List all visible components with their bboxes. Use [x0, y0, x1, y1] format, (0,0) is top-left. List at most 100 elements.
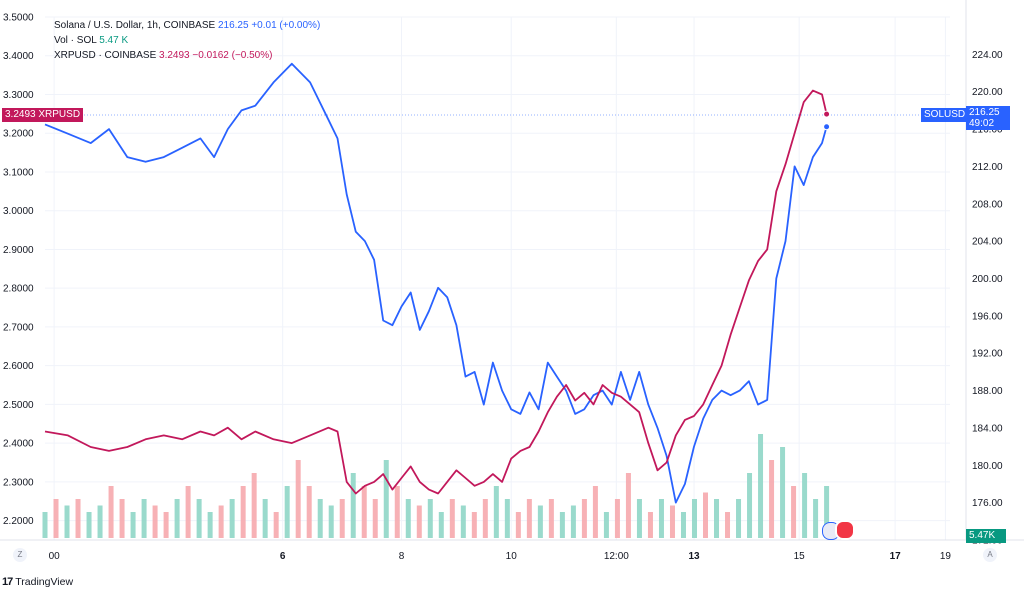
- right-tick-label: 220.00: [972, 87, 1003, 98]
- volume-bar: [702, 492, 708, 538]
- right-tick-label: 176.00: [972, 498, 1003, 509]
- right-tick-label: 224.00: [972, 50, 1003, 61]
- sol-badge-value: 216.25: [969, 107, 1000, 118]
- volume-bar: [185, 486, 191, 538]
- volume-bar: [317, 499, 323, 538]
- sol-badge-label: SOLUSD: [924, 109, 966, 120]
- brand-name: TradingView: [15, 576, 74, 588]
- volume-bar: [691, 499, 697, 538]
- left-tick-label: 2.9000: [3, 245, 34, 256]
- xrpusd-last-point: [823, 110, 831, 118]
- volume-bar: [394, 486, 400, 538]
- us-flag-icon[interactable]: [835, 520, 855, 540]
- volume-bar: [482, 499, 488, 538]
- xrp-badge-value: 3.2493: [5, 109, 36, 120]
- volume-bar: [207, 512, 213, 538]
- auto-scale-button[interactable]: A: [983, 548, 997, 562]
- xrpusd-line: [44, 89, 828, 495]
- x-tick-label: 6: [280, 551, 286, 562]
- right-tick-label: 196.00: [972, 311, 1003, 322]
- volume-bar: [493, 486, 499, 538]
- volume-bar: [526, 499, 532, 538]
- left-tick-label: 2.2000: [3, 516, 34, 527]
- volume-bar: [658, 499, 664, 538]
- volume-bar: [603, 512, 609, 538]
- axis-layer: 3.5000 3.4000 3.3000 3.2000 3.1000 3.0000 2.90…: [0, 0, 1024, 562]
- chart-svg: 3.5000 3.4000 3.3000 3.2000 3.1000 3.0000 2.90…: [0, 0, 1024, 562]
- series-layer: [44, 62, 831, 504]
- volume-bar: [108, 486, 114, 538]
- legend-vol-value: 5.47 K: [99, 35, 129, 46]
- solusd-last-point: [823, 123, 831, 131]
- volume-bar: [680, 512, 686, 538]
- volume-bar: [361, 486, 367, 538]
- volume-bar: [725, 512, 731, 538]
- volume-bar: [262, 499, 268, 538]
- left-tick-label: 2.7000: [3, 322, 34, 333]
- chart-area[interactable]: 3.5000 3.4000 3.3000 3.2000 3.1000 3.0000 2.90…: [0, 0, 1024, 572]
- volume-badge: 5.47K: [966, 529, 1006, 543]
- volume-bar: [163, 512, 169, 538]
- volume-bar: [647, 512, 653, 538]
- left-tick-label: 3.2000: [3, 129, 34, 140]
- volume-bar: [273, 512, 279, 538]
- volume-bar: [64, 505, 70, 538]
- left-tick-label: 3.5000: [3, 13, 34, 24]
- zoom-reset-button[interactable]: Z: [13, 548, 27, 562]
- volume-bar: [240, 486, 246, 538]
- right-tick-label: 188.00: [972, 386, 1003, 397]
- left-tick-label: 2.3000: [3, 477, 34, 488]
- left-tick-label: 3.0000: [3, 206, 34, 217]
- x-tick-label: 15: [794, 551, 806, 562]
- volume-bar: [86, 512, 92, 538]
- volume-layer: [42, 434, 830, 538]
- volume-bar: [758, 434, 764, 538]
- volume-bar: [581, 499, 587, 538]
- legend-vol-row[interactable]: Vol · SOL 5.47 K: [54, 33, 320, 48]
- volume-bar: [339, 499, 345, 538]
- right-tick-label: 200.00: [972, 274, 1003, 285]
- right-tick-label: 192.00: [972, 349, 1003, 360]
- volume-bar: [504, 499, 510, 538]
- sol-countdown: 49:02: [969, 118, 995, 129]
- volume-bar: [284, 486, 290, 538]
- volume-bar: [460, 505, 466, 538]
- left-tick-label: 2.4000: [3, 439, 34, 450]
- volume-bar: [427, 499, 433, 538]
- volume-bar: [625, 473, 631, 538]
- volume-bar: [614, 499, 620, 538]
- volume-bar: [802, 473, 808, 538]
- volume-bar: [471, 512, 477, 538]
- right-tick-label: 204.00: [972, 237, 1003, 248]
- volume-bar: [218, 505, 224, 538]
- sol-price-badge: 216.25 49:02: [966, 106, 1010, 130]
- volume-bar: [42, 512, 48, 538]
- x-tick-label: 19: [940, 551, 952, 562]
- volume-bar: [97, 505, 103, 538]
- xrp-price-badge: 3.2493 XRPUSD: [2, 108, 84, 122]
- legend-xrp-name: XRPUSD · COINBASE: [54, 50, 157, 61]
- legend-sol-row[interactable]: Solana / U.S. Dollar, 1h, COINBASE 216.2…: [54, 18, 320, 33]
- volume-badge-value: 5.47K: [969, 530, 996, 541]
- x-tick-label: 8: [399, 551, 405, 562]
- grid-layer: [45, 16, 950, 540]
- legend-xrp-row[interactable]: XRPUSD · COINBASE 3.2493 −0.0162 (−0.50%…: [54, 48, 320, 63]
- left-tick-label: 2.5000: [3, 400, 34, 411]
- volume-bar: [559, 512, 565, 538]
- volume-bar: [537, 505, 543, 538]
- right-tick-label: 180.00: [972, 461, 1003, 472]
- left-tick-label: 2.8000: [3, 284, 34, 295]
- brand[interactable]: 17 TradingView: [2, 576, 73, 588]
- x-tick-label: 12:00: [604, 551, 629, 562]
- volume-bar: [791, 486, 797, 538]
- volume-bar: [130, 512, 136, 538]
- volume-bar: [636, 499, 642, 538]
- legend-sol-name: Solana / U.S. Dollar, 1h, COINBASE: [54, 20, 216, 31]
- volume-bar: [174, 499, 180, 538]
- volume-bar: [747, 473, 753, 538]
- xrp-badge-label: XRPUSD: [38, 109, 81, 120]
- right-tick-label: 216.00: [972, 125, 1003, 136]
- volume-bar: [141, 499, 147, 538]
- volume-bar: [570, 505, 576, 538]
- left-tick-label: 3.1000: [3, 167, 34, 178]
